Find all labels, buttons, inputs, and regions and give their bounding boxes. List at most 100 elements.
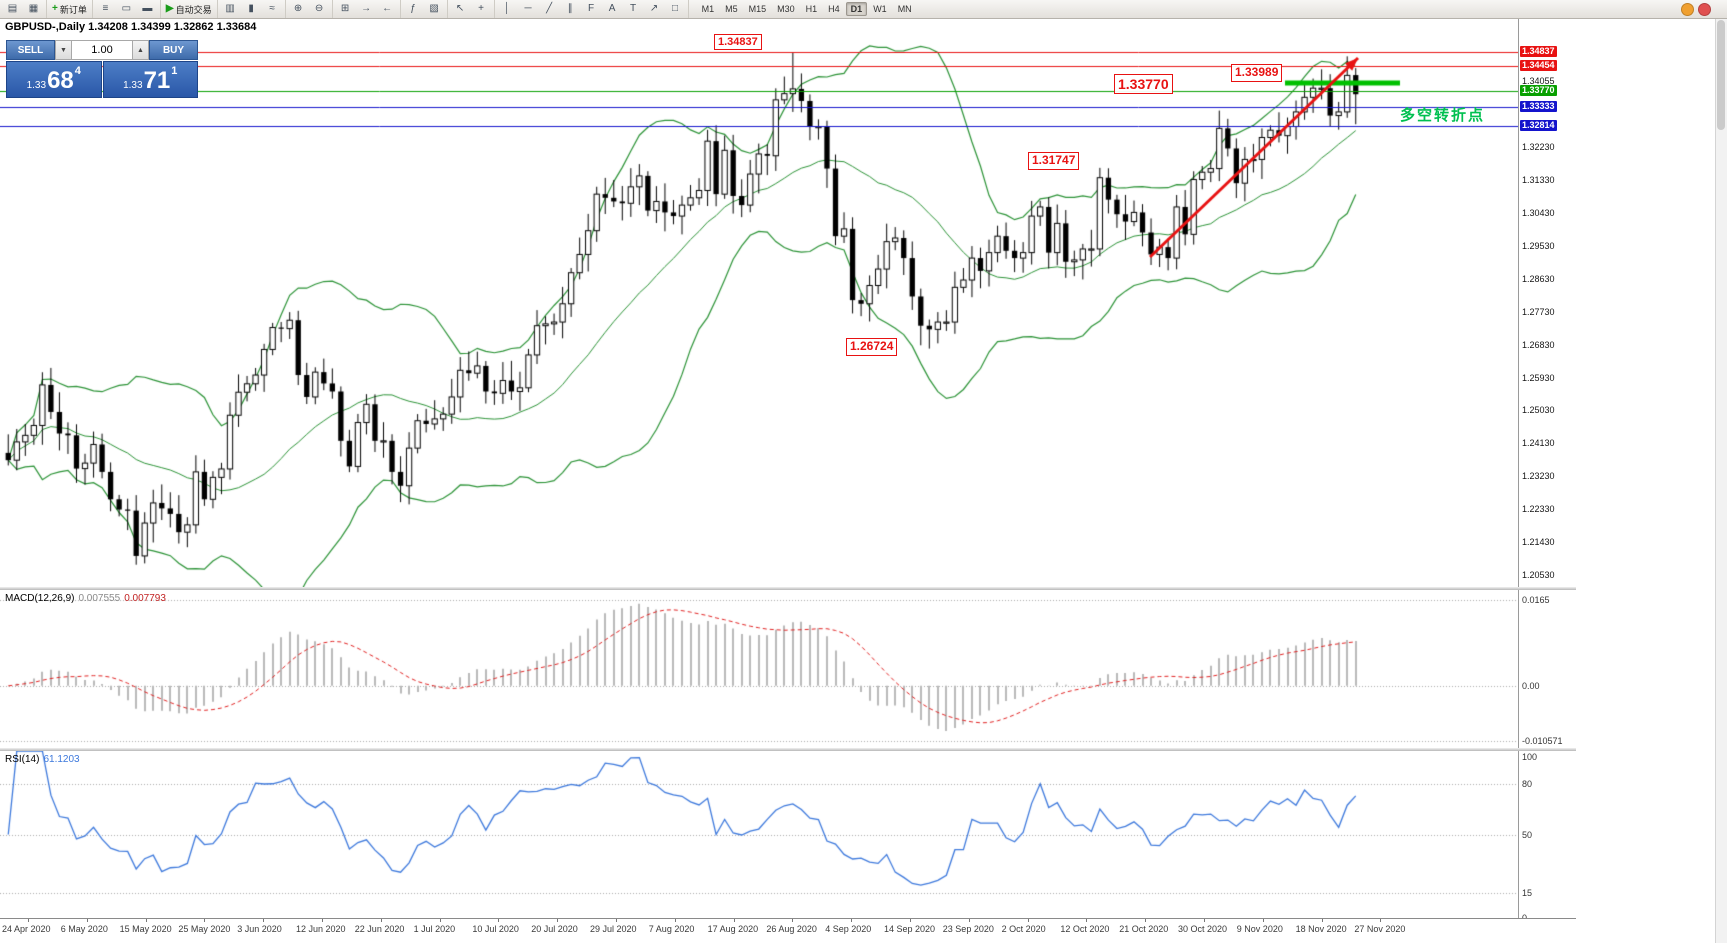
axis-scale-label: 1.30430 [1522,208,1555,218]
templates-icon[interactable]: ▧ [429,3,439,14]
tile-windows-icon[interactable]: ⊞ [340,3,350,14]
time-axis[interactable]: 24 Apr 2020 6 May 2020 15 May 2020 25 May 2… [0,918,1576,944]
zoom-in-icon[interactable]: ⊕ [293,3,303,14]
horizontal-line-icon[interactable]: ─ [524,3,532,14]
text-icon[interactable]: A [608,3,616,14]
chart-annotations: 1.34837 1.33989 1.33770 1.31747 1.26724 多空转折点 [0,18,1576,918]
date-tick [204,919,206,922]
bar-chart-icon[interactable]: ▥ [225,3,235,14]
scrollbar-thumb[interactable] [1717,20,1725,130]
date-label: 14 Sep 2020 [884,924,936,934]
toolbar-groups: ▤ ▦ + 新订单 ≡ ▭ ▬ ▶ 自动交易 ▥ ▮ ≈ ⊕ ⊖ ⊞ → ← ƒ ▧ ↖ + │ ─ ╱ ∥ F A T ↗ □ [0,0,689,18]
macd-name: MACD(12,26,9) [5,593,75,604]
buy-price-button[interactable]: 1.33 71 1 [102,61,198,98]
buy-button[interactable]: BUY [149,40,198,60]
date-label: 21 Oct 2020 [1119,924,1169,934]
timeframe-h1-button[interactable]: H1 [805,4,818,14]
chart-ohlc-values: 1.34208 1.34399 1.32862 1.33684 [88,21,257,33]
chart-profiles-icon[interactable]: ▦ [28,3,39,14]
autotrade-button[interactable]: ▶ 自动交易 [165,3,212,15]
line-chart-icon[interactable]: ≈ [269,3,275,14]
shapes-icon[interactable]: □ [672,3,679,14]
macd-signal-value: 0.007793 [124,593,166,604]
rsi-window-separator[interactable] [0,748,1576,751]
date-tick [910,919,911,922]
timeframe-m1-button[interactable]: M1 [701,4,715,14]
cursor-icon[interactable]: ↖ [455,3,465,14]
macd-main-value: 0.007555 [78,593,121,604]
zoom-out-icon[interactable]: ⊖ [314,3,324,14]
volume-increase-button[interactable]: ▲ [132,40,149,60]
axis-scale-label: 1.28630 [1522,274,1555,284]
date-tick [616,919,617,922]
date-tick [380,919,382,922]
terminal-icon[interactable]: ▬ [142,3,153,14]
price-level-flag[interactable]: 1.31747 [1028,152,1080,170]
buy-price-prefix: 1.33 [123,80,143,91]
sell-button[interactable]: SELL [6,40,55,60]
date-label: 18 Nov 2020 [1295,924,1347,934]
crosshair-icon[interactable]: + [478,3,484,14]
axis-scale-label: 1.26830 [1522,340,1555,350]
vertical-scrollbar[interactable] [1715,18,1727,943]
candle-chart-icon[interactable]: ▮ [248,3,254,14]
chart-shift-icon[interactable]: ← [382,3,393,14]
macd-window-separator[interactable] [0,587,1576,590]
price-level-flag[interactable]: 1.34837 [714,34,762,51]
timeframe-d1-button[interactable]: D1 [845,2,868,16]
macd-chart-canvas[interactable] [0,590,1518,748]
market-watch-icon[interactable]: ≡ [102,3,109,14]
timeframe-m15-button[interactable]: M15 [748,4,767,14]
timeframe-w1-button[interactable]: W1 [873,4,887,14]
timeframe-h4-button[interactable]: H4 [828,4,840,14]
price-level-flag[interactable]: 1.33770 [1114,74,1173,95]
toolbar-group: ⊕ ⊖ [286,0,333,18]
fibonacci-icon[interactable]: F [588,3,595,14]
price-level-flag[interactable]: 1.26724 [846,338,898,356]
timeframe-m30-button[interactable]: M30 [777,4,795,14]
sell-price-button[interactable]: 1.33 68 4 [6,61,102,98]
toolbar-group: ⊞ → ← [333,0,401,18]
indicators-icon[interactable]: ƒ [410,3,416,14]
trade-panel-header-row: SELL ▼ ▲ BUY [6,40,198,60]
price-axis[interactable]: 1.34055 1.32230 1.31330 1.30430 1.29530 1.286… [1518,18,1576,923]
timeframe-mn-button[interactable]: MN [897,4,912,14]
vertical-line-icon[interactable]: │ [503,3,511,14]
news-alert-icon[interactable] [1698,3,1711,16]
date-label: 25 May 2020 [178,924,231,934]
channel-icon[interactable]: ∥ [567,3,573,14]
volume-input[interactable] [72,40,132,60]
date-label: 26 Aug 2020 [766,924,817,934]
date-label: 15 May 2020 [119,924,172,934]
label-icon[interactable]: T [630,3,637,14]
buy-price-pip: 1 [171,65,178,77]
date-label: 2 Oct 2020 [1001,924,1046,934]
arrow-tool-icon[interactable]: ↗ [649,3,659,14]
auto-scroll-icon[interactable]: → [361,3,372,14]
new-chart-icon[interactable]: ▤ [7,3,18,14]
turning-point-note[interactable]: 多空转折点 [1400,107,1486,124]
new-order-button[interactable]: + 新订单 [52,3,87,15]
date-tick [1027,919,1029,922]
main-chart-canvas[interactable] [0,18,1518,587]
price-level-flag[interactable]: 1.33989 [1231,64,1283,82]
axis-scale-label: 1.25930 [1522,373,1555,383]
date-label: 12 Jun 2020 [296,924,346,934]
timeframe-m5-button[interactable]: M5 [725,4,738,14]
trade-panel-price-row: 1.33 68 4 1.33 71 1 [6,61,198,98]
volume-decrease-button[interactable]: ▼ [55,40,72,60]
date-tick [557,919,559,922]
toolbar: ▤ ▦ + 新订单 ≡ ▭ ▬ ▶ 自动交易 ▥ ▮ ≈ ⊕ ⊖ ⊞ → ← ƒ ▧ ↖ + │ ─ ╱ ∥ F A T ↗ □ M1 M5… [0,0,1727,19]
trendline-icon[interactable]: ╱ [546,3,553,14]
rsi-chart-canvas[interactable] [0,751,1518,918]
chart-window: GBPUSD-,Daily 1.34208 1.34399 1.32862 1.… [0,18,1576,944]
axis-scale-label: 1.31330 [1522,175,1555,185]
chart-symbol-period: GBPUSD-,Daily [5,21,86,33]
axis-scale-label: 1.27730 [1522,307,1555,317]
community-icon[interactable] [1681,3,1694,16]
date-label: 29 Jul 2020 [590,924,637,934]
axis-scale-label: 0.0165 [1522,595,1550,605]
data-window-icon[interactable]: ▭ [121,3,132,14]
axis-scale-label: 15 [1522,888,1533,898]
